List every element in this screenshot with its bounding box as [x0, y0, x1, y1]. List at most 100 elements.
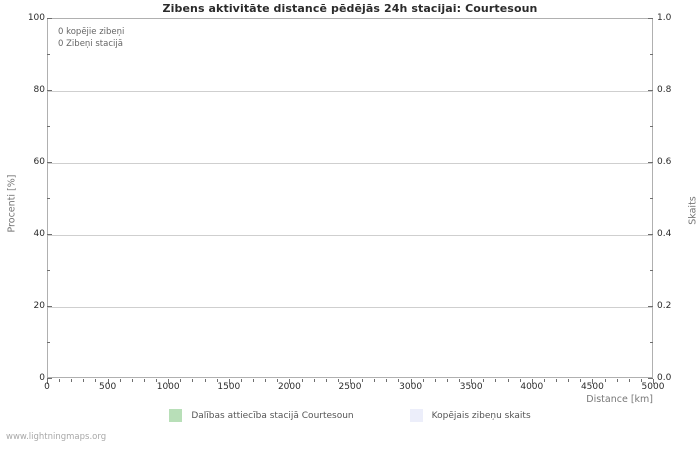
- x-tick-label: 5000: [641, 382, 665, 392]
- x-tick-major: [168, 379, 170, 384]
- x-tick-label: 0: [44, 382, 50, 392]
- x-tick-major: [653, 379, 654, 384]
- legend-label: Kopējais zibeņu skaits: [431, 410, 531, 421]
- x-tick-minor: [265, 379, 267, 382]
- x-tick-minor: [277, 379, 279, 382]
- gridline: [48, 235, 652, 236]
- x-tick-minor: [362, 379, 364, 382]
- x-tick-minor: [556, 379, 558, 382]
- x-tick-minor: [386, 379, 388, 382]
- annotation-station-strokes: 0 Zibeņi stacijā: [58, 38, 123, 49]
- y-tick-left-major: [47, 162, 52, 163]
- x-tick-major: [531, 379, 533, 384]
- x-tick-minor: [483, 379, 485, 382]
- y-tick-left-minor: [47, 342, 50, 343]
- x-tick-minor: [325, 379, 327, 382]
- y-tick-left-minor: [47, 270, 50, 271]
- y-tick-label-right: 0.6: [657, 157, 672, 167]
- x-tick-major: [592, 379, 594, 384]
- y-tick-right-major: [648, 306, 653, 307]
- y-tick-label-left: 40: [33, 229, 45, 239]
- plot-annotations: 0 kopējie zibeņi 0 Zibeņi stacijā: [58, 27, 124, 50]
- x-tick-minor: [216, 379, 218, 382]
- x-tick-label: 2000: [277, 382, 301, 392]
- legend-entry[interactable]: Dalības attiecība stacijā Courtesoun: [169, 409, 354, 422]
- x-tick-label: 3000: [399, 382, 423, 392]
- y-tick-right-major: [648, 162, 653, 163]
- y-tick-label-left: 0: [39, 373, 45, 383]
- annotation-total-strokes: 0 kopējie zibeņi: [58, 27, 125, 37]
- x-tick-major: [350, 379, 351, 384]
- legend-entry[interactable]: Kopējais zibeņu skaits: [409, 409, 531, 422]
- x-tick-minor: [459, 379, 461, 382]
- x-tick-minor: [119, 379, 121, 382]
- x-tick-major: [410, 379, 412, 384]
- x-tick-minor: [240, 379, 242, 382]
- x-tick-minor: [616, 379, 618, 382]
- y-tick-left-major: [47, 234, 52, 235]
- x-tick-minor: [192, 379, 194, 382]
- x-tick-minor: [495, 379, 497, 382]
- x-tick-minor: [580, 379, 582, 382]
- y-tick-right-major: [648, 90, 653, 91]
- y-tick-left-minor: [47, 126, 50, 127]
- y-tick-left-minor: [47, 198, 50, 199]
- gridline: [48, 307, 652, 308]
- x-tick-minor: [568, 379, 570, 382]
- x-tick-minor: [543, 379, 545, 382]
- x-tick-minor: [628, 379, 630, 382]
- x-tick-major: [471, 379, 473, 384]
- x-tick-minor: [398, 379, 400, 382]
- y-tick-left-major: [47, 18, 52, 19]
- y-tick-label-right: 0.8: [657, 85, 672, 95]
- y-tick-right-major: [648, 18, 653, 19]
- x-tick-minor: [253, 379, 255, 382]
- x-axis-label: Distance [km]: [586, 394, 653, 405]
- y-tick-right-minor: [650, 342, 653, 343]
- y-tick-label-right: 1.0: [657, 13, 672, 23]
- y-tick-right-major: [648, 378, 653, 379]
- x-tick-minor: [301, 379, 303, 382]
- x-tick-label: 3500: [459, 382, 483, 392]
- y-tick-label-left: 60: [33, 157, 45, 167]
- x-tick-minor: [71, 379, 73, 382]
- legend-swatch-icon: [169, 409, 183, 422]
- x-tick-minor: [604, 379, 606, 382]
- plot-area: 0 kopējie zibeņi 0 Zibeņi stacijā: [47, 18, 653, 378]
- legend-label: Dalības attiecība stacijā Courtesoun: [191, 410, 354, 421]
- y-tick-label-right: 0.0: [657, 373, 672, 383]
- x-tick-label: 2500: [338, 382, 362, 392]
- x-tick-minor: [180, 379, 182, 382]
- y-tick-label-left: 20: [33, 301, 45, 311]
- x-tick-minor: [313, 379, 315, 382]
- gridline: [48, 91, 652, 92]
- x-tick-label: 4500: [580, 382, 604, 392]
- x-tick-label: 1500: [217, 382, 241, 392]
- x-tick-minor: [83, 379, 85, 382]
- y-tick-right-major: [648, 234, 653, 235]
- y-tick-left-minor: [47, 54, 50, 55]
- y-tick-right-minor: [650, 198, 653, 199]
- x-tick-minor: [507, 379, 509, 382]
- chart-title: Zibens aktivitāte distancē pēdējās 24h s…: [162, 2, 538, 15]
- y-tick-label-right: 0.2: [657, 301, 672, 311]
- x-tick-major: [47, 379, 48, 384]
- x-tick-minor: [422, 379, 424, 382]
- y-tick-label-left: 80: [33, 85, 45, 95]
- chart-legend: Dalības attiecība stacijā Courtesoun Kopē…: [0, 409, 700, 422]
- x-tick-minor: [59, 379, 61, 382]
- x-tick-minor: [131, 379, 133, 382]
- y-tick-label-left: 100: [27, 13, 45, 23]
- x-tick-minor: [337, 379, 339, 382]
- y-axis-label-left: Procenti [%]: [6, 174, 18, 233]
- x-tick-minor: [204, 379, 206, 382]
- x-tick-major: [228, 379, 230, 384]
- x-tick-major: [107, 379, 109, 384]
- y-tick-left-major: [47, 90, 52, 91]
- x-tick-minor: [143, 379, 145, 382]
- y-tick-right-minor: [650, 270, 653, 271]
- y-tick-right-minor: [650, 126, 653, 127]
- x-tick-label: 500: [99, 382, 117, 392]
- x-tick-minor: [640, 379, 642, 382]
- y-tick-label-right: 0.4: [657, 229, 672, 239]
